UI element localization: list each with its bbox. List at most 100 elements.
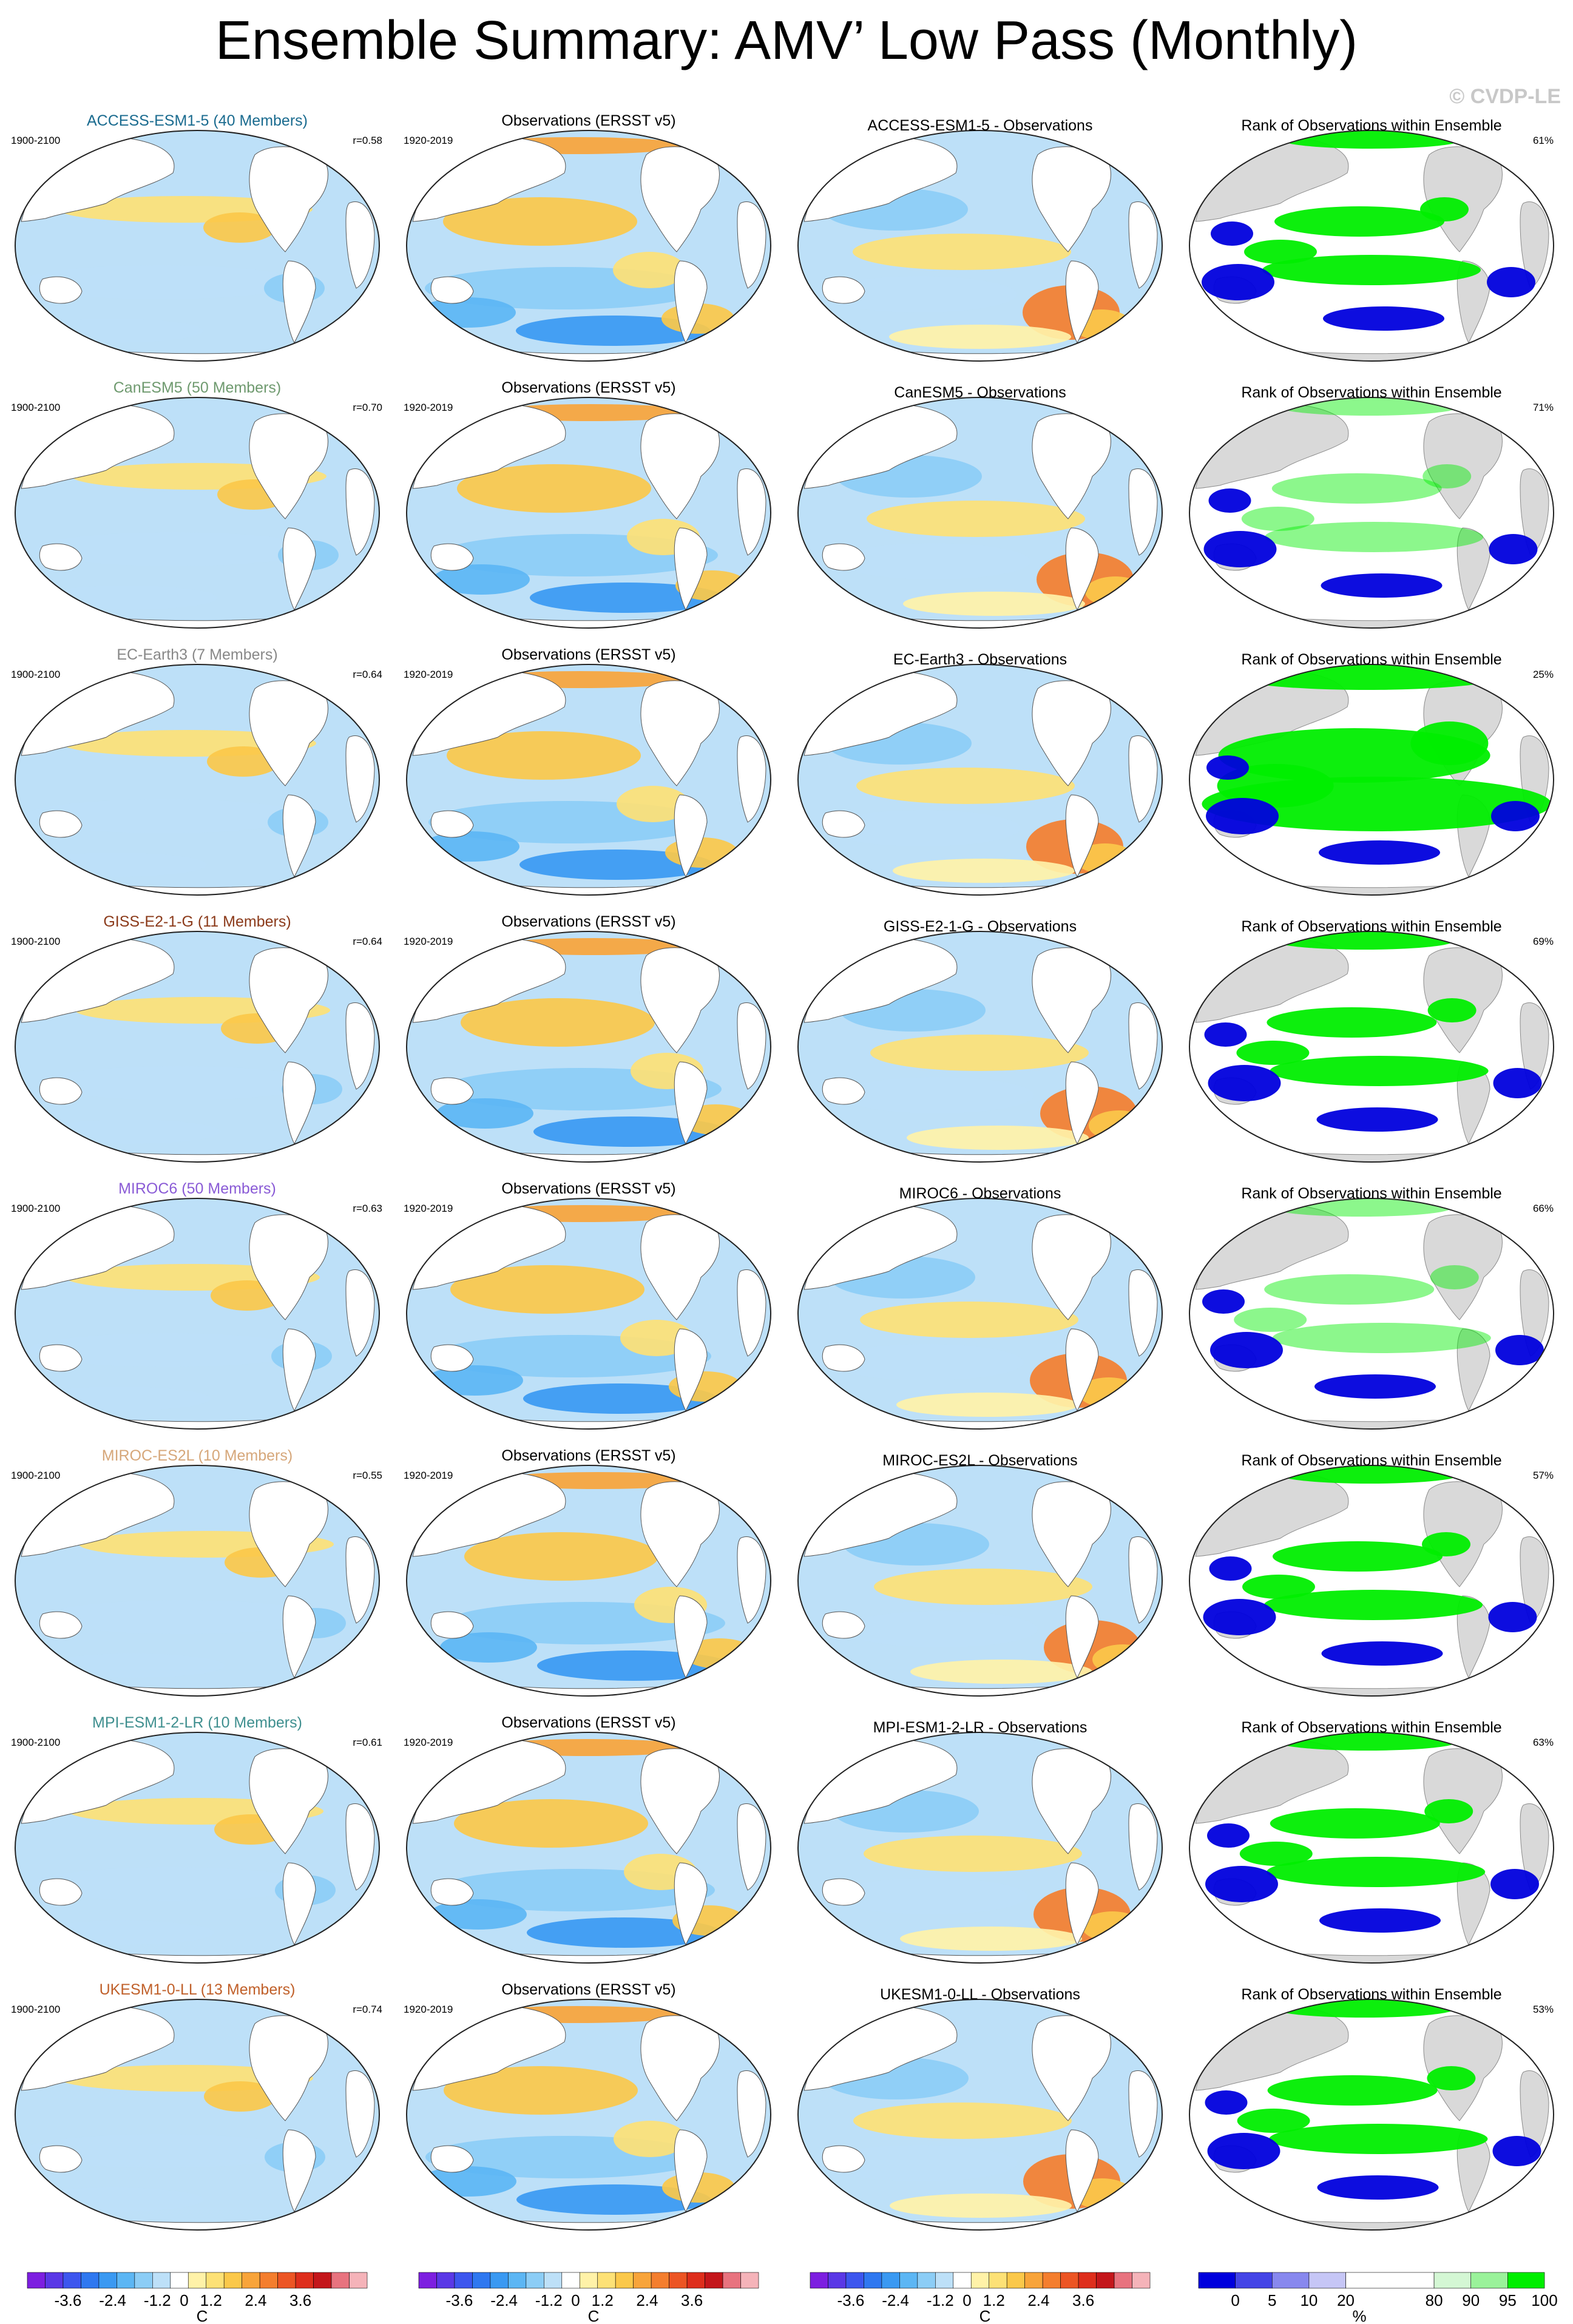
model-map-panel [15,931,380,1163]
rank-panel-title: Rank of Observations within Ensemble [1241,1452,1501,1469]
colorbar-swatch [1198,2272,1236,2289]
colorbar-tick-label: -3.6 [837,2291,865,2309]
obs-panel-title: Observations (ERSST v5) [501,1981,675,1998]
colorbar-swatch [1024,2272,1043,2289]
model-panel-title: GISS-E2-1-G (11 Members) [103,913,291,930]
rank-map-panel [1189,931,1554,1163]
obs-years-label: 1920-2019 [404,936,453,947]
colorbar-swatch [633,2272,652,2289]
obs-panel-title: Observations (ERSST v5) [501,1180,675,1197]
colorbar-swatch [1114,2272,1132,2289]
obs-years-label: 1920-2019 [404,669,453,680]
colorbar-tick-label: 0 [180,2291,188,2309]
obs-years-label: 1920-2019 [404,1203,453,1214]
rank-panel-title: Rank of Observations within Ensemble [1241,1986,1501,2003]
colorbar-tick-label: 1.2 [200,2291,222,2309]
panel-row: UKESM1-0-LL (13 Members) Observations (ER… [11,1981,1554,2231]
colorbar-swatch [881,2272,900,2289]
rank-panel-title: Rank of Observations within Ensemble [1241,117,1501,134]
colorbars: -3.6 -2.4 -1.2 0 1.2 2.4 3.6 C -3.6 -2.4 -1.2 0 1.2 2… [27,2272,1558,2323]
colorbar-swatch [98,2272,117,2289]
rank-map-panel [1189,664,1554,896]
rank-percent-label: 63% [1533,1737,1554,1748]
colorbar-swatch [615,2272,634,2289]
colorbar-swatch [508,2272,527,2289]
panel-row: EC-Earth3 (7 Members) Observations (ERSST… [11,646,1554,896]
rank-map-panel [1189,1198,1554,1430]
colorbar-tick-label: 3.6 [289,2291,311,2309]
colorbar-tick-label: 2.4 [1027,2291,1049,2309]
pattern-correlation-label: r=0.64 [353,936,382,947]
pattern-correlation-label: r=0.64 [353,669,382,680]
colorbar-swatch [134,2272,153,2289]
colorbar-swatch [1235,2272,1273,2289]
colorbar-tick-label: -3.6 [446,2291,473,2309]
obs-map-panel [406,664,771,896]
cvdp-credit-watermark: © CVDP-LE [1449,85,1561,108]
colorbar-swatch [722,2272,741,2289]
colorbar-swatch [917,2272,936,2289]
model-years-label: 1900-2100 [11,936,60,947]
colorbar-tick-label: -2.4 [99,2291,126,2309]
colorbar-swatch [686,2272,705,2289]
colorbar-swatch [989,2272,1007,2289]
rank-percent-label: 69% [1533,936,1554,947]
model-years-label: 1900-2100 [11,1470,60,1481]
diff-panel-title: ACCESS-ESM1-5 - Observations [868,117,1093,134]
obs-map-panel [406,130,771,362]
colorbar-swatch [1308,2272,1346,2289]
colorbar-swatch [864,2272,882,2289]
model-years-label: 1900-2100 [11,669,60,680]
colorbar-swatch [117,2272,135,2289]
panel-row: MPI-ESM1-2-LR (10 Members) Observations (… [11,1714,1554,1964]
diff-map-panel [797,931,1163,1163]
colorbar-swatch [970,2272,990,2289]
model-years-label: 1900-2100 [11,135,60,146]
colorbar-tick-label: 20 [1337,2291,1355,2309]
model-panel-title: CanESM5 (50 Members) [113,379,281,396]
model-panel-title: MIROC6 (50 Members) [118,1180,276,1197]
colorbar-unit-label: % [1352,2307,1366,2323]
rank-percent-label: 57% [1533,1470,1554,1481]
colorbar-tick-label: -2.4 [490,2291,518,2309]
rank-percent-label: 61% [1533,135,1554,146]
colorbar-swatch [277,2272,296,2289]
colorbar-tick-label: 3.6 [681,2291,703,2309]
colorbar-tick-label: -1.2 [144,2291,171,2309]
rank-panel-title: Rank of Observations within Ensemble [1241,1719,1501,1736]
diff-map-panel [797,1198,1163,1430]
diff-panel-title: CanESM5 - Observations [894,384,1066,401]
model-map-panel [15,1198,380,1430]
colorbar-swatch [242,2272,260,2289]
colorbar-swatch [45,2272,64,2289]
diff-panel-title: UKESM1-0-LL - Observations [880,1986,1080,2003]
colorbar-swatch [1096,2272,1115,2289]
pattern-correlation-label: r=0.74 [353,2004,382,2015]
obs-map-panel [406,397,771,629]
rank-percent-label: 53% [1533,2004,1554,2015]
obs-panel-title: Observations (ERSST v5) [501,646,675,663]
colorbar-swatch [1078,2272,1097,2289]
model-panel-title: MIROC-ES2L (10 Members) [102,1447,293,1464]
colorbar-swatch [953,2272,972,2289]
obs-map-panel [406,931,771,1163]
model-panel-title: MPI-ESM1-2-LR (10 Members) [92,1714,302,1731]
colorbar-swatch [27,2272,46,2289]
colorbar-swatch [490,2272,509,2289]
colorbar-swatch [436,2272,455,2289]
colorbar-swatch [810,2272,828,2289]
colorbar-tick-label: -3.6 [55,2291,82,2309]
colorbar-swatch [597,2272,616,2289]
diff-map-panel [797,130,1163,362]
rank-panel-title: Rank of Observations within Ensemble [1241,651,1501,668]
colorbar-tick-label: 2.4 [245,2291,266,2309]
panel-row: MIROC-ES2L (10 Members) Observations (ERS… [11,1447,1554,1697]
colorbar-swatch [188,2272,207,2289]
colorbar-swatch [935,2272,954,2289]
rank-panel-title: Rank of Observations within Ensemble [1241,1185,1501,1202]
colorbar-tick-label: 10 [1300,2291,1318,2309]
diff-map-panel [797,397,1163,629]
obs-panel-title: Observations (ERSST v5) [501,379,675,396]
colorbar-swatch [1470,2272,1508,2289]
rank-map-panel [1189,130,1554,362]
